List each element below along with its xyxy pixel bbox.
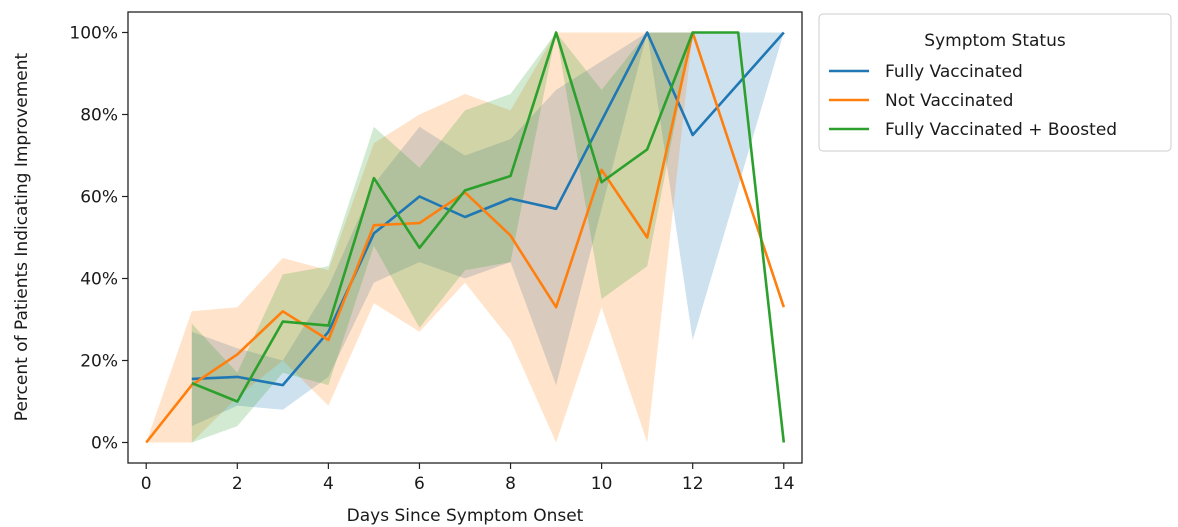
ci-band-not-vaccinated	[146, 32, 784, 443]
legend-label-fully-vaccinated: Fully Vaccinated	[885, 62, 1023, 82]
y-tick-label: 0%	[91, 434, 118, 454]
y-tick-label: 60%	[80, 188, 118, 208]
legend-label-fully-vaccinated-boosted: Fully Vaccinated + Boosted	[885, 120, 1117, 140]
x-tick-label: 6	[414, 474, 425, 494]
x-tick-label: 8	[505, 474, 516, 494]
x-axis: 0 2 4 6 8 10 12 14	[141, 463, 795, 494]
legend: Symptom Status Fully Vaccinated Not Vacci…	[818, 13, 1172, 152]
y-axis-label: Percent of Patients Indicating Improveme…	[12, 52, 32, 421]
ci-band-fully-vaccinated	[191, 32, 784, 427]
legend-label-not-vaccinated: Not Vaccinated	[885, 91, 1013, 111]
confidence-bands	[146, 32, 784, 443]
ci-band-fully-vaccinated-boosted	[191, 32, 784, 443]
y-tick-label: 20%	[80, 352, 118, 372]
x-tick-label: 14	[773, 474, 795, 494]
x-tick-label: 10	[591, 474, 613, 494]
series-lines	[145, 31, 786, 444]
legend-title: Symptom Status	[924, 31, 1066, 51]
plot-frame	[127, 11, 803, 464]
y-tick-label: 100%	[69, 24, 118, 44]
x-tick-label: 12	[682, 474, 704, 494]
legend-entries: Fully Vaccinated Not Vaccinated Fully Vacc…	[829, 62, 1117, 140]
y-axis: 0% 20% 40% 60% 80% 100%	[69, 24, 128, 454]
x-tick-label: 0	[141, 474, 152, 494]
y-tick-label: 80%	[80, 106, 118, 126]
series-line-not-vaccinated	[145, 31, 786, 444]
x-tick-label: 4	[323, 474, 334, 494]
x-axis-label: Days Since Symptom Onset	[347, 506, 584, 526]
legend-box	[818, 13, 1172, 152]
series-line-fully-vaccinated-boosted	[191, 31, 786, 443]
y-tick-label: 40%	[80, 270, 118, 290]
x-tick-label: 2	[232, 474, 243, 494]
